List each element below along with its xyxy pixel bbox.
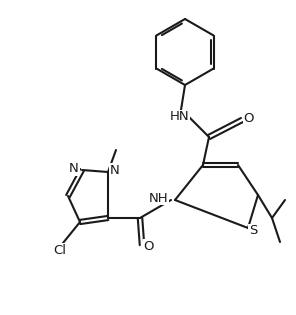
- Text: NH: NH: [149, 192, 169, 204]
- Text: N: N: [69, 163, 79, 175]
- Text: O: O: [144, 239, 154, 253]
- Text: S: S: [249, 225, 257, 238]
- Text: O: O: [244, 112, 254, 125]
- Text: HN: HN: [170, 111, 190, 123]
- Text: Cl: Cl: [54, 243, 67, 256]
- Text: N: N: [110, 163, 120, 176]
